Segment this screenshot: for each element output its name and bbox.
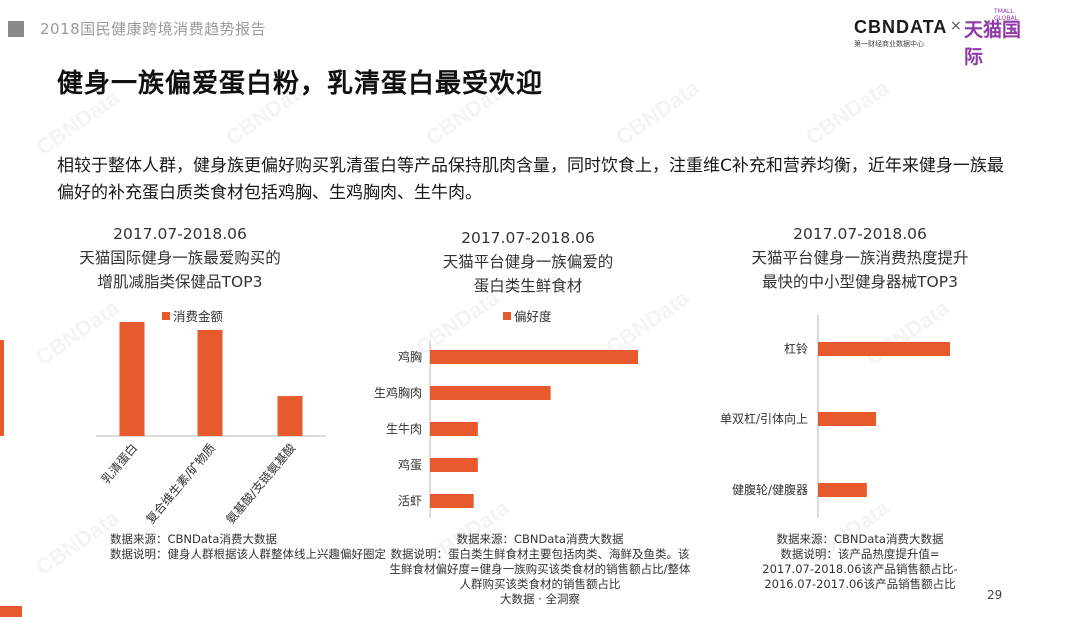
page-number: 29 bbox=[987, 588, 1003, 602]
chart2-legend-label: 偏好度 bbox=[514, 309, 552, 324]
chart3-explanation-1: 数据说明：该产品热度提升值= bbox=[780, 547, 940, 561]
chart1-title-line1: 天猫国际健身一族最爱购买的 bbox=[79, 249, 281, 267]
chart2-bar bbox=[430, 350, 638, 364]
chart3-heading: 2017.07-2018.06 天猫平台健身一族消费热度提升 最快的中小型健身器… bbox=[730, 222, 990, 294]
chart3-category-label: 健腹轮/健腹器 bbox=[732, 483, 808, 497]
left-accent-bar bbox=[0, 340, 4, 436]
chart2-title-line2: 蛋白类生鲜食材 bbox=[473, 277, 583, 295]
chart1-notes: 数据来源：CBNData消费大数据 数据说明：健身人群根据该人群整体线上兴趣偏好… bbox=[110, 532, 410, 562]
chart2-heading: 2017.07-2018.06 天猫平台健身一族偏爱的 蛋白类生鲜食材 bbox=[413, 226, 643, 298]
chart3-title-line2: 最快的中小型健身器械TOP3 bbox=[762, 273, 958, 291]
chart1-source: 数据来源：CBNData消费大数据 bbox=[110, 532, 277, 546]
chart2-category-label: 生鸡胸肉 bbox=[374, 385, 422, 400]
brand-logos: CBNDATA 第一财经商业数据中心 × 天猫国际 TMALL GLOBAL bbox=[854, 8, 1034, 68]
report-title: 2018国民健康跨境消费趋势报告 bbox=[40, 20, 267, 38]
bottom-accent-bar bbox=[0, 606, 22, 617]
chart2-category-label: 鸡胸 bbox=[398, 349, 422, 364]
chart3-category-label: 单双杠/引体向上 bbox=[720, 411, 808, 426]
logo-separator: × bbox=[950, 18, 962, 34]
chart3-bar bbox=[818, 342, 950, 356]
chart2-tagline: 大数据 · 全洞察 bbox=[500, 592, 580, 606]
chart1-bar bbox=[119, 322, 145, 436]
chart2-period: 2017.07-2018.06 bbox=[461, 229, 595, 247]
chart2-bar bbox=[430, 458, 478, 472]
chart3-period: 2017.07-2018.06 bbox=[793, 225, 927, 243]
chart2-bar bbox=[430, 422, 478, 436]
chart2-notes: 数据来源：CBNData消费大数据 数据说明：蛋白类生鲜食材主要包括肉类、海鲜及… bbox=[380, 532, 700, 607]
chart1-bar bbox=[277, 396, 303, 436]
tmall-global-logo: 天猫国际 bbox=[964, 19, 1022, 68]
chart2-legend: 偏好度 bbox=[503, 306, 552, 325]
chart1-title-line2: 增肌减脂类保健品TOP3 bbox=[97, 273, 263, 291]
chart3-category-label: 杠铃 bbox=[784, 341, 808, 356]
chart2-explanation-1: 数据说明：蛋白类生鲜食材主要包括肉类、海鲜及鱼类。该 bbox=[390, 547, 690, 561]
chart1-category-label: 乳清蛋白 bbox=[98, 440, 140, 486]
legend-swatch bbox=[162, 312, 170, 320]
chart3-source: 数据来源：CBNData消费大数据 bbox=[776, 532, 944, 546]
legend-swatch bbox=[503, 312, 511, 320]
chart3-bar bbox=[818, 483, 867, 497]
cbndata-logo: CBNDATA bbox=[854, 17, 948, 37]
chart2-explanation-2: 生鲜食材偏好度=健身一族购买该类食材的销售额占比/整体 bbox=[389, 562, 691, 576]
chart2-category-label: 生牛肉 bbox=[386, 421, 422, 436]
chart2-title-line1: 天猫平台健身一族偏爱的 bbox=[442, 253, 614, 271]
tmall-global-logo-subtitle: TMALL GLOBAL bbox=[994, 8, 1019, 22]
chart2-explanation-3: 人群购买该类食材的销售额占比 bbox=[459, 577, 621, 591]
chart1-category-label: 复合维生素/矿物质 bbox=[142, 440, 218, 526]
page-title: 健身一族偏爱蛋白粉，乳清蛋白最受欢迎 bbox=[57, 69, 544, 99]
chart1-period: 2017.07-2018.06 bbox=[113, 225, 247, 243]
chart2-source: 数据来源：CBNData消费大数据 bbox=[456, 532, 624, 546]
chart3-title-line1: 天猫平台健身一族消费热度提升 bbox=[751, 249, 969, 267]
intro-paragraph: 相较于整体人群，健身族更偏好购买乳清蛋白等产品保持肌肉含量，同时饮食上，注重维C… bbox=[57, 156, 1004, 203]
header-square-icon bbox=[8, 21, 24, 37]
chart2-category-label: 活虾 bbox=[398, 494, 422, 508]
chart1-heading: 2017.07-2018.06 天猫国际健身一族最爱购买的 增肌减脂类保健品TO… bbox=[60, 222, 300, 294]
chart3-explanation-3: 2016.07-2017.06该产品销售额占比 bbox=[764, 577, 956, 591]
chart1-legend: 消费金额 bbox=[162, 306, 223, 325]
cbndata-logo-subtitle: 第一财经商业数据中心 bbox=[854, 40, 924, 48]
chart2-category-label: 鸡蛋 bbox=[398, 457, 422, 472]
chart2-bar bbox=[430, 386, 551, 400]
chart1-explanation: 数据说明：健身人群根据该人群整体线上兴趣偏好圈定 bbox=[110, 547, 386, 561]
chart3-explanation-2: 2017.07-2018.06该产品销售额占比- bbox=[762, 562, 958, 576]
chart3-bar bbox=[818, 412, 877, 426]
chart1-legend-label: 消费金额 bbox=[173, 309, 224, 324]
chart1-bar bbox=[197, 329, 223, 436]
chart3-notes: 数据来源：CBNData消费大数据 数据说明：该产品热度提升值= 2017.07… bbox=[730, 532, 990, 592]
chart1-category-label: 氨基酸/支链氨基酸 bbox=[222, 440, 298, 526]
chart2-bar bbox=[430, 494, 474, 508]
